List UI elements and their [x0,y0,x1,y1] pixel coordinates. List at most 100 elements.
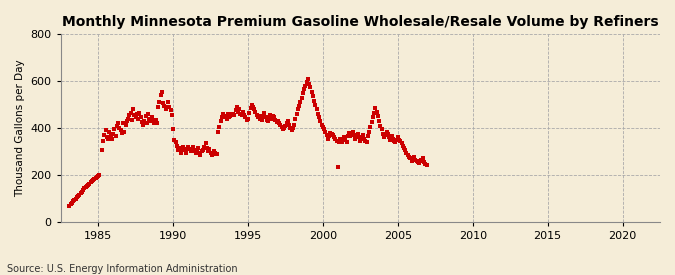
Point [416,158,427,162]
Point [408,155,419,160]
Point [225,114,236,119]
Point [167,127,178,131]
Point [134,111,144,115]
Point [232,105,242,109]
Point [157,90,167,94]
Point [99,133,110,137]
Point [251,113,262,117]
Point [367,120,377,124]
Point [284,122,294,127]
Point [370,106,381,110]
Point [358,136,369,141]
Point [207,153,217,157]
Point [236,113,247,117]
Point [377,132,388,136]
Point [341,140,352,144]
Point [115,128,126,133]
Point [171,143,182,148]
Point [126,111,136,115]
Point [92,174,103,179]
Point [142,112,153,116]
Point [145,119,156,123]
Point [226,112,237,116]
Point [221,116,232,121]
Point [119,129,130,134]
Point [126,118,137,122]
Point [271,120,282,124]
Point [379,135,389,140]
Point [155,93,166,97]
Point [234,107,245,111]
Point [392,138,402,142]
Point [176,150,186,155]
Point [335,136,346,141]
Point [164,105,175,109]
Point [130,115,141,120]
Point [421,163,432,167]
Point [365,125,376,129]
Point [64,204,75,208]
Point [78,188,88,192]
Point [230,108,241,113]
Point [188,145,198,149]
Point [132,112,142,116]
Point [186,147,197,151]
Point [154,100,165,104]
Point [191,148,202,152]
Point [301,80,312,84]
Point [136,120,147,124]
Point [299,87,310,92]
Point [300,84,310,88]
Point [252,115,263,120]
Point [174,146,185,150]
Point [369,111,379,115]
Point [215,119,226,123]
Point [327,133,338,137]
Point [311,107,322,111]
Point [68,199,78,203]
Point [244,111,254,115]
Point [92,174,103,178]
Point [295,100,306,104]
Point [88,178,99,182]
Point [263,119,273,123]
Point [114,126,125,130]
Point [104,129,115,134]
Y-axis label: Thousand Gallons per Day: Thousand Gallons per Day [15,59,25,197]
Point [67,200,78,205]
Point [374,119,385,123]
Point [110,134,121,138]
Point [302,77,313,81]
Point [65,202,76,206]
Point [358,133,369,137]
Point [258,114,269,119]
Point [344,131,354,135]
Point [336,140,347,144]
Point [298,91,308,95]
Point [254,114,265,119]
Point [183,145,194,149]
Point [239,113,250,117]
Point [317,125,328,129]
Point [182,147,192,151]
Point [210,150,221,155]
Point [281,121,292,126]
Point [217,112,228,116]
Point [362,134,373,138]
Point [161,105,172,109]
Point [392,135,403,140]
Point [399,146,410,150]
Point [219,115,230,120]
Point [242,116,253,121]
Point [120,122,131,127]
Point [101,128,111,133]
Point [411,159,422,163]
Point [361,140,372,144]
Point [340,138,351,142]
Point [417,156,428,161]
Point [79,186,90,191]
Point [277,127,288,131]
Point [401,150,412,155]
Point [194,150,205,155]
Point [360,139,371,143]
